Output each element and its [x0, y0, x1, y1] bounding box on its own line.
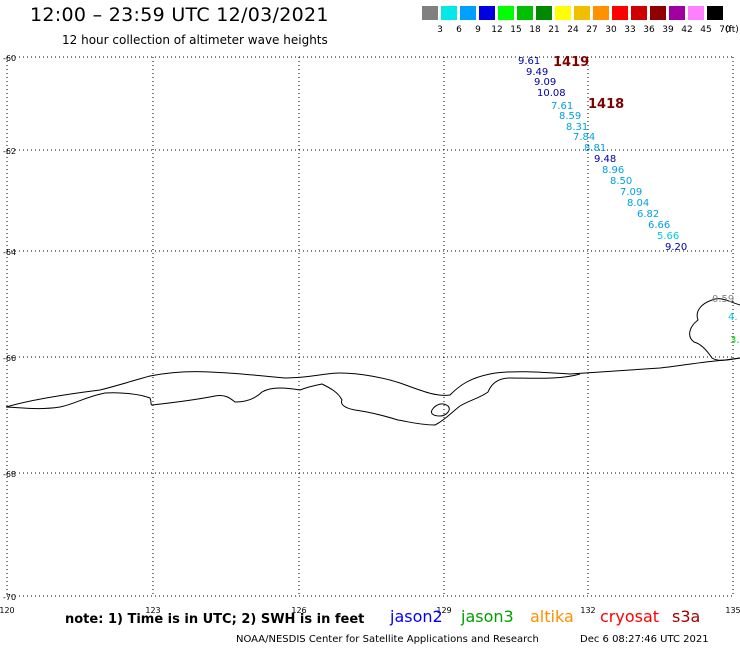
satellite-name: jason3 [461, 607, 514, 626]
legend-swatch [498, 6, 514, 20]
legend-swatch [479, 6, 495, 20]
wave-height-label: 5.66 [657, 231, 679, 242]
map-title: 12:00 – 23:59 UTC 12/03/2021 [30, 4, 329, 26]
legend-swatch [631, 6, 647, 20]
generation-timestamp: Dec 6 08:27:46 UTC 2021 [580, 634, 709, 645]
wave-height-label: 8.31 [566, 122, 588, 133]
legend-label: 42 [681, 25, 693, 35]
wave-height-label: 4. [728, 312, 738, 323]
lon-label: 123 [145, 606, 160, 615]
legend-label: 12 [491, 25, 503, 35]
lon-label: 120 [0, 606, 15, 615]
satellite-name: altika [530, 607, 574, 626]
legend-swatch [669, 6, 685, 20]
satellite-name: s3a [672, 607, 701, 626]
coastline-east [689, 298, 740, 361]
lat-label: -66 [3, 354, 16, 363]
legend-label: 39 [662, 25, 674, 35]
lat-label: -62 [3, 147, 16, 156]
legend-label: 3 [437, 25, 443, 35]
wave-height-label: 9.48 [594, 154, 616, 165]
wave-height-label: 8.59 [559, 111, 581, 122]
wave-height-label: 0.59 [712, 294, 734, 305]
lon-label: 129 [436, 606, 451, 615]
antarctic-coastline [5, 357, 740, 408]
wave-height-label: 8.81 [584, 143, 606, 154]
legend-label: 9 [475, 25, 481, 35]
lat-label: -64 [3, 248, 16, 257]
legend-swatch [441, 6, 457, 20]
map-subtitle: 12 hour collection of altimeter wave hei… [62, 33, 328, 47]
legend-unit: (ft) [725, 25, 739, 35]
legend-label: 6 [456, 25, 462, 35]
legend-swatch [517, 6, 533, 20]
wave-height-label: 7.09 [620, 187, 642, 198]
legend-swatch [593, 6, 609, 20]
satellite-name: jason2 [390, 607, 443, 626]
legend-label: 27 [586, 25, 598, 35]
lat-label: -68 [3, 470, 16, 479]
lat-label: -70 [3, 593, 16, 602]
graticule: -60 -62 -64 -66 -68 -70 120 123 126 129 132 135 [0, 54, 740, 615]
wave-height-label: 9.20 [665, 242, 687, 253]
legend-label: 36 [643, 25, 655, 35]
track-id-label: 1418 [588, 97, 624, 112]
legend-label: 15 [510, 25, 522, 35]
wave-height-label: 10.08 [537, 88, 566, 99]
wave-height-label: 9.49 [526, 67, 548, 78]
legend-swatch [536, 6, 552, 20]
wave-height-label: 8.96 [602, 165, 624, 176]
legend-swatch [707, 6, 723, 20]
legend-label: 21 [548, 25, 560, 35]
track-id-label: 1419 [553, 55, 589, 70]
wave-height-label: 3. [730, 335, 740, 346]
wave-height-label: 7.84 [573, 132, 595, 143]
credit-line: NOAA/NESDIS Center for Satellite Applica… [236, 634, 539, 645]
legend-swatch [574, 6, 590, 20]
units-note: note: 1) Time is in UTC; 2) SWH is in fe… [65, 612, 365, 627]
wave-height-label: 7.61 [551, 101, 573, 112]
coastline-inlet [5, 373, 581, 426]
legend-swatch [688, 6, 704, 20]
satellite-name: cryosat [600, 607, 660, 626]
lon-label: 132 [580, 606, 595, 615]
legend-swatch [650, 6, 666, 20]
legend-label: 33 [624, 25, 636, 35]
legend-label: 30 [605, 25, 617, 35]
legend-label: 18 [529, 25, 541, 35]
lon-label: 135 [725, 606, 740, 615]
wave-height-label: 6.66 [648, 220, 670, 231]
legend-swatch [460, 6, 476, 20]
lat-label: -60 [3, 54, 16, 63]
legend-swatch [422, 6, 438, 20]
legend-label: 45 [700, 25, 712, 35]
legend-swatch [612, 6, 628, 20]
legend-label: 70 [719, 25, 731, 35]
wave-height-label: 6.82 [637, 209, 659, 220]
wave-height-label: 8.50 [610, 176, 632, 187]
wave-height-label: 8.04 [627, 198, 649, 209]
lon-label: 126 [291, 606, 306, 615]
legend-label: 24 [567, 25, 579, 35]
coastline-bay [431, 403, 450, 417]
wave-height-label: 9.09 [534, 77, 556, 88]
legend-swatch [555, 6, 571, 20]
wave-height-label: 9.61 [518, 56, 540, 67]
